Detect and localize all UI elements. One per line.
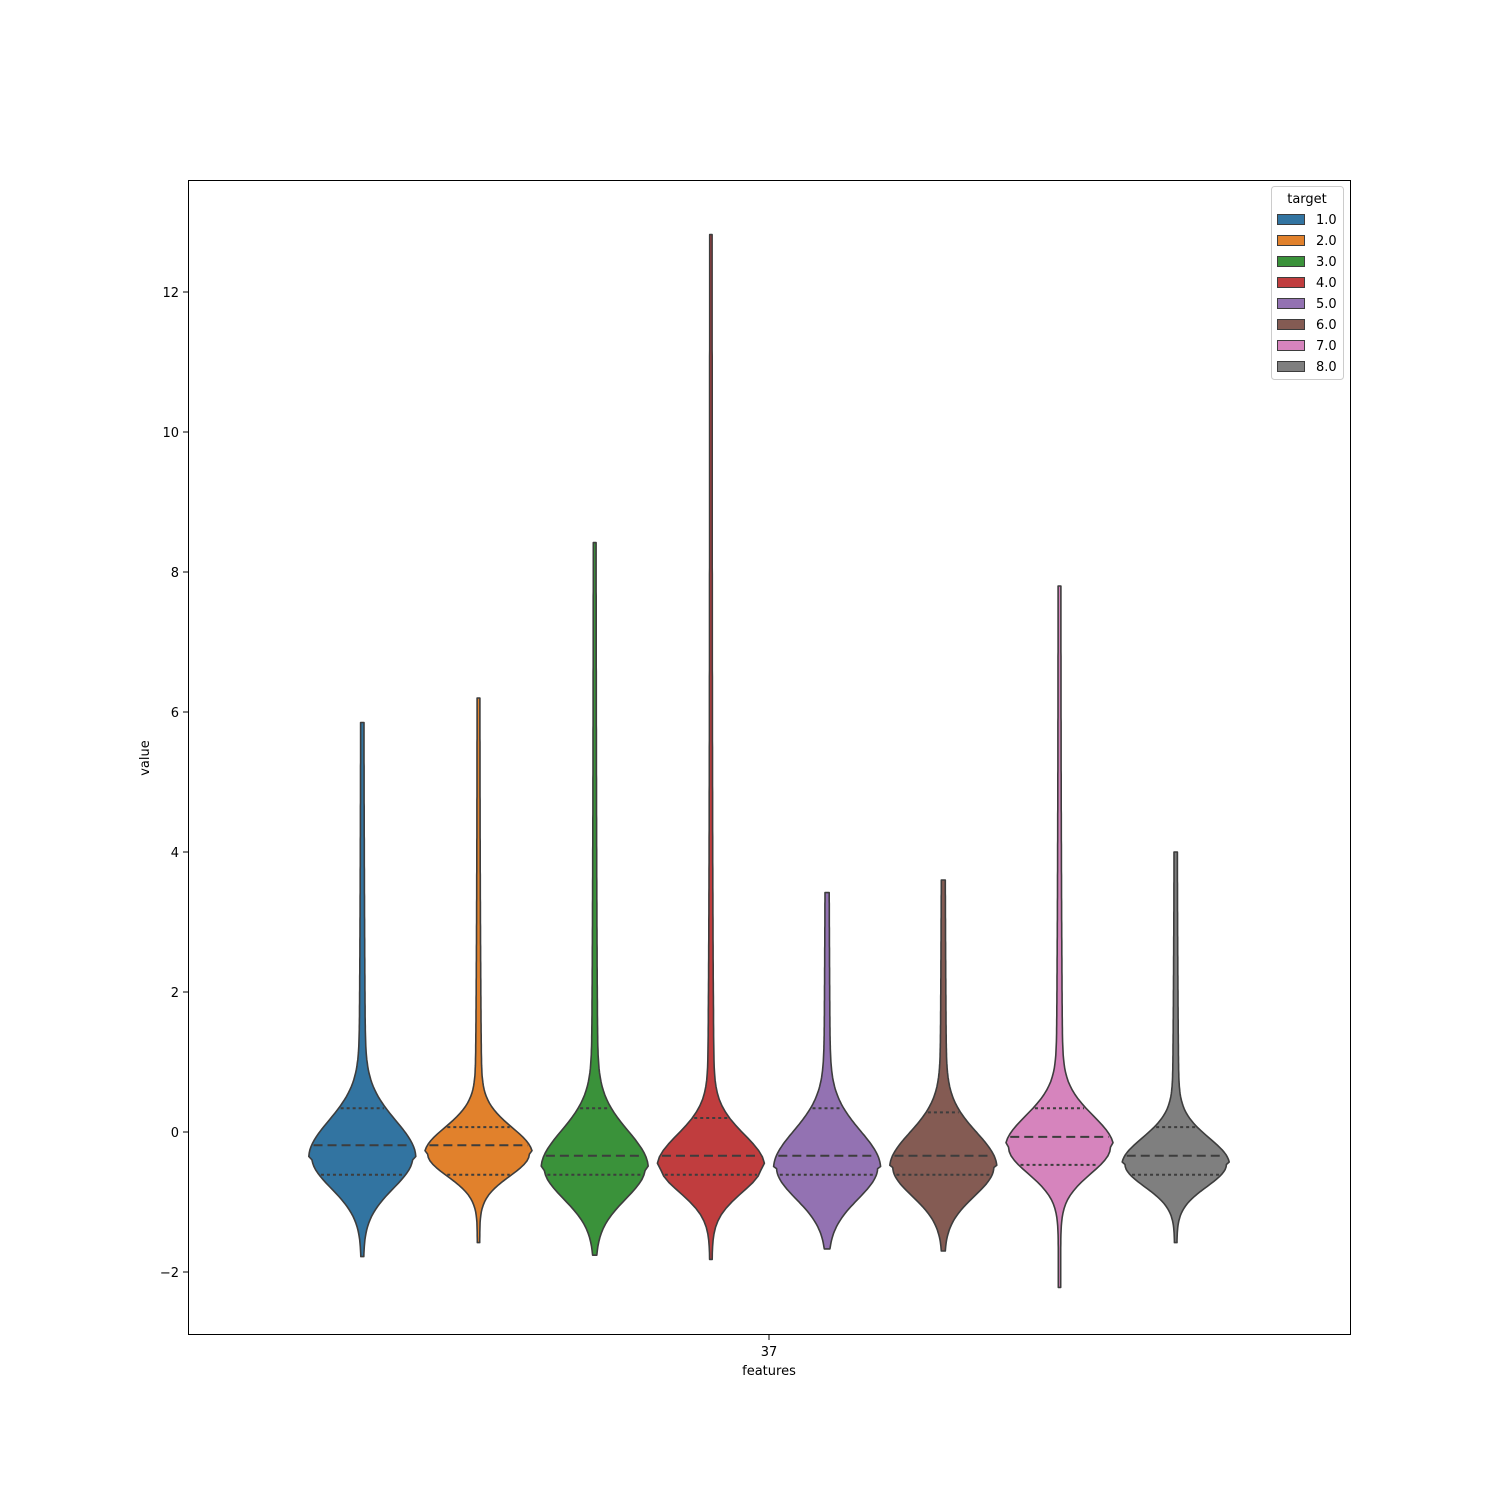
violin-5.0 bbox=[772, 891, 882, 1250]
legend-swatch-4.0 bbox=[1277, 277, 1305, 288]
legend-label-1.0: 1.0 bbox=[1316, 213, 1337, 228]
y-axis-label: value bbox=[138, 740, 153, 776]
y-tick-label: 2 bbox=[171, 986, 179, 1001]
legend-frame bbox=[1271, 186, 1344, 380]
legend-swatch-5.0 bbox=[1277, 298, 1305, 309]
y-tick-label: 4 bbox=[171, 846, 179, 861]
y-tick-label: 8 bbox=[171, 566, 179, 581]
legend-swatch-8.0 bbox=[1277, 361, 1305, 372]
y-tick-label: 12 bbox=[162, 286, 179, 301]
violin-7.0 bbox=[1005, 585, 1114, 1289]
legend-swatch-7.0 bbox=[1277, 340, 1305, 351]
legend-swatch-3.0 bbox=[1277, 256, 1305, 267]
y-tick-label: 0 bbox=[171, 1126, 179, 1141]
legend-label-3.0: 3.0 bbox=[1316, 255, 1337, 270]
x-tick-label: 37 bbox=[761, 1345, 778, 1360]
legend: target 1.0 2.0 3.0 4.0 5.0 6.0 7.0 8.0 bbox=[1271, 186, 1344, 380]
y-tick-label: −2 bbox=[160, 1266, 179, 1281]
legend-label-6.0: 6.0 bbox=[1316, 318, 1337, 333]
violin-4.0 bbox=[656, 233, 766, 1261]
violin-8.0 bbox=[1121, 851, 1230, 1244]
violins-layer bbox=[308, 233, 1230, 1289]
y-tick-label: 6 bbox=[171, 706, 179, 721]
violin-6.0 bbox=[889, 879, 998, 1252]
legend-label-7.0: 7.0 bbox=[1316, 339, 1337, 354]
legend-label-4.0: 4.0 bbox=[1316, 276, 1337, 291]
legend-swatch-6.0 bbox=[1277, 319, 1305, 330]
legend-title: target bbox=[1287, 192, 1327, 207]
plot-frame bbox=[188, 180, 1351, 1335]
violin-1.0 bbox=[308, 721, 417, 1258]
legend-swatch-1.0 bbox=[1277, 214, 1305, 225]
legend-items: 1.0 2.0 3.0 4.0 5.0 6.0 7.0 8.0 bbox=[1277, 213, 1337, 375]
x-axis-label: features bbox=[742, 1364, 796, 1379]
violin-2.0 bbox=[424, 697, 533, 1244]
legend-label-2.0: 2.0 bbox=[1316, 234, 1337, 249]
y-tick-label: 10 bbox=[162, 426, 179, 441]
legend-swatch-2.0 bbox=[1277, 235, 1305, 246]
x-axis: 37 features bbox=[742, 1335, 796, 1379]
violin-3.0 bbox=[540, 541, 649, 1256]
legend-label-5.0: 5.0 bbox=[1316, 297, 1337, 312]
legend-label-8.0: 8.0 bbox=[1316, 360, 1337, 375]
y-axis: −2 0 2 4 6 8 10 12 bbox=[160, 286, 188, 1281]
